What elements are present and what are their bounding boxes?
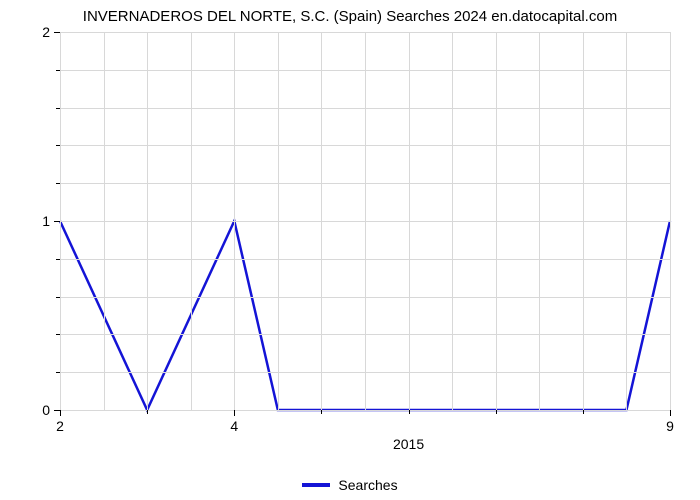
- y-minor-tick-mark: [56, 297, 60, 298]
- y-tick-label: 2: [42, 24, 50, 40]
- y-minor-tick-mark: [56, 334, 60, 335]
- grid-line-horizontal: [60, 108, 670, 109]
- grid-line-horizontal: [60, 259, 670, 260]
- grid-line-horizontal: [60, 410, 670, 411]
- x-tick-label: 2: [56, 418, 64, 434]
- x-tick-label: 9: [666, 418, 674, 434]
- grid-line-horizontal: [60, 183, 670, 184]
- legend-label: Searches: [338, 477, 397, 493]
- x-minor-tick-mark: [409, 410, 410, 414]
- chart-container: INVERNADEROS DEL NORTE, S.C. (Spain) Sea…: [0, 0, 700, 500]
- y-minor-tick-mark: [56, 108, 60, 109]
- grid-line-horizontal: [60, 32, 670, 33]
- grid-line-horizontal: [60, 221, 670, 222]
- y-tick-mark: [54, 221, 60, 222]
- chart-title: INVERNADEROS DEL NORTE, S.C. (Spain) Sea…: [0, 8, 700, 25]
- grid-line-vertical: [670, 32, 671, 410]
- y-minor-tick-mark: [56, 372, 60, 373]
- grid-line-horizontal: [60, 145, 670, 146]
- x-minor-tick-mark: [321, 410, 322, 414]
- y-tick-mark: [54, 32, 60, 33]
- grid-line-horizontal: [60, 334, 670, 335]
- x-minor-tick-mark: [583, 410, 584, 414]
- x-tick-mark: [60, 410, 61, 416]
- legend-item-searches: Searches: [302, 477, 397, 493]
- legend-swatch: [302, 483, 330, 487]
- x-minor-tick-mark: [496, 410, 497, 414]
- grid-line-horizontal: [60, 372, 670, 373]
- x-tick-mark: [234, 410, 235, 416]
- y-tick-label: 1: [42, 213, 50, 229]
- x-tick-label: 4: [230, 418, 238, 434]
- y-minor-tick-mark: [56, 145, 60, 146]
- y-tick-label: 0: [42, 402, 50, 418]
- grid-line-horizontal: [60, 70, 670, 71]
- y-minor-tick-mark: [56, 183, 60, 184]
- x-axis-year-label: 2015: [393, 436, 424, 452]
- x-minor-tick-mark: [147, 410, 148, 414]
- grid-line-horizontal: [60, 297, 670, 298]
- x-tick-mark: [670, 410, 671, 416]
- legend: Searches: [0, 474, 700, 493]
- plot-area: [60, 32, 670, 410]
- y-minor-tick-mark: [56, 70, 60, 71]
- y-minor-tick-mark: [56, 259, 60, 260]
